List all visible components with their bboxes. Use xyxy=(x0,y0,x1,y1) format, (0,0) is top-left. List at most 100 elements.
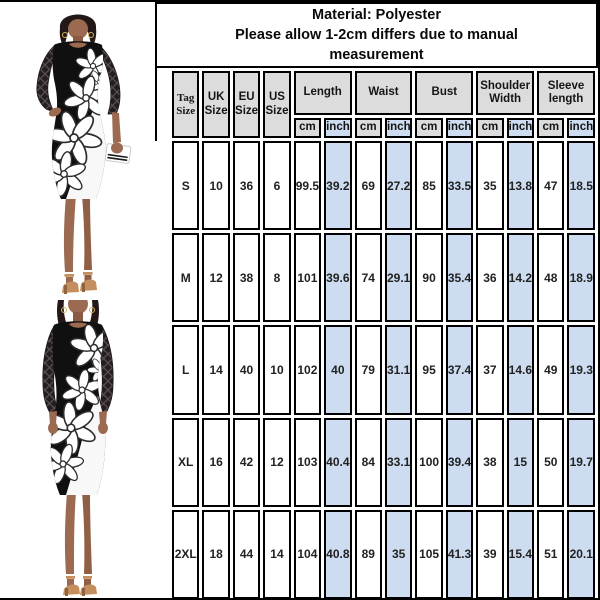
col-header-waist: Waist xyxy=(354,71,413,115)
unit-header-inch: inch xyxy=(384,118,413,138)
size-cell: 85 xyxy=(415,141,443,231)
size-cell: 104 xyxy=(293,509,322,598)
size-cell: 15 xyxy=(506,417,535,507)
size-cell: 49 xyxy=(537,325,565,415)
size-cell: 12 xyxy=(263,417,291,507)
unit-header-cm: cm xyxy=(415,118,443,138)
product-photo-bottom xyxy=(0,300,156,597)
header-row-units: cm inch cm inch cm inch cm inch cm inch xyxy=(172,118,595,138)
table-row-s: S 10 36 6 99.5 39.2 69 27.2 85 33.5 35 1… xyxy=(172,141,595,231)
size-cell: 14 xyxy=(263,509,291,598)
product-photo-top xyxy=(0,2,156,299)
unit-header-cm: cm xyxy=(476,118,504,138)
size-cell: 48 xyxy=(537,233,565,323)
size-cell: 47 xyxy=(537,141,565,231)
size-cell: 40.4 xyxy=(324,417,352,507)
unit-header-inch: inch xyxy=(445,118,474,138)
col-header-uk-size: UK Size xyxy=(202,71,230,138)
size-cell: 51 xyxy=(537,509,565,598)
size-cell: 90 xyxy=(415,233,443,323)
size-cell: 10 xyxy=(202,141,230,231)
table-row-m: M 12 38 8 101 39.6 74 29.1 90 35.4 36 14… xyxy=(172,233,595,323)
size-cell: 18.9 xyxy=(567,233,595,323)
size-cell: 40.8 xyxy=(324,509,352,598)
material-line-3: measurement xyxy=(329,47,424,63)
size-cell: 40 xyxy=(232,325,261,415)
size-cell: 50 xyxy=(537,417,565,507)
size-cell: 16 xyxy=(202,417,230,507)
table-row-l: L 14 40 10 102 40 79 31.1 95 37.4 37 14.… xyxy=(172,325,595,415)
size-cell: 20.1 xyxy=(567,509,595,598)
unit-header-cm: cm xyxy=(537,118,565,138)
table-left-border xyxy=(155,2,157,141)
size-cell: 41.3 xyxy=(445,509,474,598)
size-cell: 95 xyxy=(415,325,443,415)
unit-header-inch: inch xyxy=(506,118,535,138)
dress-photo-top-illustration xyxy=(36,14,132,294)
col-header-eu-size: EU Size xyxy=(232,71,261,138)
size-cell: 99.5 xyxy=(293,141,322,231)
unit-header-cm: cm xyxy=(293,118,322,138)
unit-header-cm: cm xyxy=(354,118,382,138)
col-header-tag-size: Tag Size xyxy=(172,71,200,138)
size-cell: 18 xyxy=(202,509,230,598)
col-header-length: Length xyxy=(293,71,352,115)
size-cell: 14.2 xyxy=(506,233,535,323)
size-cell: 35 xyxy=(476,141,504,231)
col-header-sleeve-length: Sleeve length xyxy=(537,71,595,115)
size-cell: 12 xyxy=(202,233,230,323)
size-cell: 39.6 xyxy=(324,233,352,323)
size-cell: 18.5 xyxy=(567,141,595,231)
size-cell: 36 xyxy=(232,141,261,231)
size-cell: 39.2 xyxy=(324,141,352,231)
size-cell: L xyxy=(172,325,200,415)
header-row-groups: Tag Size UK Size EU Size US Size Length … xyxy=(172,71,595,138)
size-cell: 40 xyxy=(324,325,352,415)
size-cell: 6 xyxy=(263,141,291,231)
size-cell: 39 xyxy=(476,509,504,598)
material-line-1: Material: Polyester xyxy=(312,7,441,23)
size-cell: XL xyxy=(172,417,200,507)
size-cell: 35.4 xyxy=(445,233,474,323)
size-cell: S xyxy=(172,141,200,231)
size-cell: 37.4 xyxy=(445,325,474,415)
material-note: Material: Polyester Please allow 1-2cm d… xyxy=(155,2,598,68)
size-cell: 74 xyxy=(354,233,382,323)
size-cell: 27.2 xyxy=(384,141,413,231)
size-cell: 42 xyxy=(232,417,261,507)
size-cell: 33.5 xyxy=(445,141,474,231)
size-cell: 19.3 xyxy=(567,325,595,415)
size-cell: 13.8 xyxy=(506,141,535,231)
size-cell: 14 xyxy=(202,325,230,415)
size-cell: 29.1 xyxy=(384,233,413,323)
product-photos xyxy=(0,2,156,598)
size-cell: 89 xyxy=(354,509,382,598)
size-table-header: Tag Size UK Size EU Size US Size Length … xyxy=(172,71,595,138)
table-row-xl: XL 16 42 12 103 40.4 84 33.1 100 39.4 38… xyxy=(172,417,595,507)
size-cell: 19.7 xyxy=(567,417,595,507)
size-table: Tag Size UK Size EU Size US Size Length … xyxy=(169,68,598,598)
table-row-2xl: 2XL 18 44 14 104 40.8 89 35 105 41.3 39 … xyxy=(172,509,595,598)
material-line-2: Please allow 1-2cm differs due to manual xyxy=(235,27,518,43)
size-cell: 14.6 xyxy=(506,325,535,415)
dress-photo-bottom-illustration xyxy=(42,300,114,596)
size-cell: 2XL xyxy=(172,509,200,598)
size-cell: 15.4 xyxy=(506,509,535,598)
size-cell: 103 xyxy=(293,417,322,507)
col-header-shoulder-width: Shoulder Width xyxy=(476,71,535,115)
size-cell: 84 xyxy=(354,417,382,507)
size-cell: 101 xyxy=(293,233,322,323)
size-cell: 33.1 xyxy=(384,417,413,507)
size-cell: 35 xyxy=(384,509,413,598)
size-cell: 105 xyxy=(415,509,443,598)
unit-header-inch: inch xyxy=(324,118,352,138)
size-cell: 100 xyxy=(415,417,443,507)
unit-header-inch: inch xyxy=(567,118,595,138)
size-cell: 31.1 xyxy=(384,325,413,415)
size-cell: 8 xyxy=(263,233,291,323)
col-header-bust: Bust xyxy=(415,71,474,115)
size-cell: 79 xyxy=(354,325,382,415)
size-cell: 10 xyxy=(263,325,291,415)
col-header-us-size: US Size xyxy=(263,71,291,138)
